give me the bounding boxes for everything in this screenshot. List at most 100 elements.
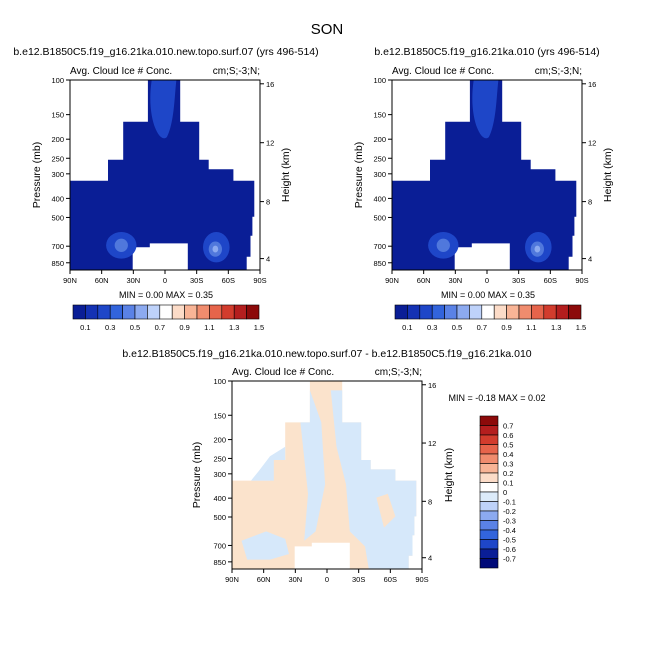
left-string: Avg. Cloud Ice # Conc. xyxy=(232,367,334,378)
x-tick-label: 0 xyxy=(163,276,167,285)
colorbar-swatch xyxy=(109,304,123,320)
negative-region xyxy=(241,531,289,560)
colorbar-swatch xyxy=(407,304,421,320)
panel-top-right: b.e12.B1850C5.f19_g16.21ka.010 (yrs 496-… xyxy=(353,46,614,332)
colorbar-label: 0.6 xyxy=(503,431,513,440)
y-tick-right-label: 16 xyxy=(428,381,436,390)
x-tick-label: 30S xyxy=(512,276,525,285)
colorbar-swatch xyxy=(555,304,569,320)
y-tick-label: 200 xyxy=(373,135,386,144)
y-tick-label: 100 xyxy=(213,377,226,386)
colorbar-label: 1.5 xyxy=(254,323,264,332)
colorbar-label: -0.7 xyxy=(503,555,516,564)
colorbar-swatch xyxy=(431,304,445,320)
x-tick-label: 60N xyxy=(417,276,431,285)
colorbar: 0.1 0.3 0.5 0.7 0.9 1.1 1.3 1.5 xyxy=(72,304,264,332)
colorbar-swatch xyxy=(184,304,198,320)
colorbar-swatch xyxy=(171,304,185,320)
y-tick-right-label: 8 xyxy=(266,198,270,207)
colorbar-swatch xyxy=(469,304,483,320)
y-tick-right-label: 16 xyxy=(266,80,274,89)
colorbar-label: 1.1 xyxy=(204,323,214,332)
y-tick-right-label: 4 xyxy=(266,255,270,264)
colorbar-label: 0.7 xyxy=(477,323,487,332)
colorbar-label: 1.1 xyxy=(526,323,536,332)
left-string: Avg. Cloud Ice # Conc. xyxy=(392,66,494,77)
colorbar-swatch xyxy=(568,304,582,320)
x-tick-label: 30S xyxy=(352,575,365,584)
colorbar-swatch xyxy=(394,304,408,320)
y-tick-right-label: 12 xyxy=(266,139,274,148)
colorbar-swatch xyxy=(209,304,223,320)
colorbar-swatch xyxy=(479,539,499,550)
colorbar-swatch xyxy=(97,304,111,320)
colorbar-label: 0.5 xyxy=(452,323,462,332)
colorbar-swatch xyxy=(419,304,433,320)
panel-bottom: b.e12.B1850C5.f19_g16.21ka.010.new.topo.… xyxy=(122,348,545,584)
y-tick-right-label: 12 xyxy=(428,439,436,448)
colorbar-label: 0.7 xyxy=(155,323,165,332)
negative-region xyxy=(300,390,326,541)
y-tick-label: 400 xyxy=(213,494,226,503)
colorbar-label: 0.1 xyxy=(503,479,513,488)
x-tick-label: 90N xyxy=(63,276,77,285)
y-axis-label-right: Height (km) xyxy=(280,148,292,202)
colorbar-label: 0.3 xyxy=(105,323,115,332)
y-tick-right-label: 8 xyxy=(588,198,592,207)
x-tick-label: 30S xyxy=(190,276,203,285)
colorbar-swatch xyxy=(479,520,499,531)
y-tick-label: 500 xyxy=(373,213,386,222)
colorbar-label: -0.6 xyxy=(503,545,516,554)
plot-area: 90N 60N 30N 0 30S 60S 90S 100 150 200 250 300 400 500… xyxy=(213,377,436,584)
missing-region xyxy=(454,243,510,270)
contour-plume xyxy=(150,80,177,139)
y-tick-label: 200 xyxy=(51,135,64,144)
y-tick-label: 500 xyxy=(51,213,64,222)
page-title: SON xyxy=(311,21,344,38)
colorbar-swatch xyxy=(85,304,99,320)
data-field xyxy=(392,80,577,270)
y-tick-label: 300 xyxy=(213,470,226,479)
negative-region xyxy=(330,390,417,569)
y-tick-label: 150 xyxy=(213,411,226,420)
colorbar-label: -0.5 xyxy=(503,536,516,545)
colorbar-swatch xyxy=(122,304,136,320)
y-tick-label: 100 xyxy=(51,76,64,85)
y-axis-label-right: Height (km) xyxy=(443,448,455,502)
colorbar-label: 0.3 xyxy=(503,460,513,469)
y-tick-right-label: 4 xyxy=(588,255,592,264)
y-tick-right-label: 8 xyxy=(428,497,432,506)
colorbar-label: 0.3 xyxy=(427,323,437,332)
contour-blob-peak xyxy=(534,245,541,253)
colorbar-swatch xyxy=(479,491,499,502)
y-tick-label: 150 xyxy=(373,111,386,120)
colorbar-swatch xyxy=(543,304,557,320)
colorbar-swatch xyxy=(479,529,499,540)
colorbar-swatch xyxy=(479,425,499,436)
x-tick-label: 90S xyxy=(415,575,428,584)
colorbar-swatch xyxy=(479,444,499,455)
colorbar: 0.1 0.3 0.5 0.7 0.9 1.1 1.3 1.5 xyxy=(394,304,586,332)
stats-text: MIN = -0.18 MAX = 0.02 xyxy=(448,393,545,403)
y-tick-label: 850 xyxy=(373,259,386,268)
colorbar-swatch xyxy=(456,304,470,320)
plot-area: 90N 60N 30N 0 30S 60S 90S 100 150 200 250 300 400 500… xyxy=(51,76,274,285)
colorbar: 0.70.60.50.40.30.20.10-0.1-0.2-0.3-0.4-0… xyxy=(479,415,516,569)
y-tick-label: 850 xyxy=(51,259,64,268)
colorbar-label: 0.7 xyxy=(503,422,513,431)
colorbar-swatch xyxy=(518,304,532,320)
x-tick-label: 30N xyxy=(288,575,302,584)
contour-blob-core xyxy=(114,238,128,252)
x-tick-label: 60N xyxy=(257,575,271,584)
x-tick-label: 90N xyxy=(385,276,399,285)
colorbar-swatch xyxy=(493,304,507,320)
colorbar-label: -0.4 xyxy=(503,526,516,535)
y-tick-label: 300 xyxy=(51,170,64,179)
y-tick-label: 150 xyxy=(51,111,64,120)
positive-region xyxy=(376,493,396,528)
colorbar-label: 0.1 xyxy=(80,323,90,332)
panel-title: b.e12.B1850C5.f19_g16.21ka.010.new.topo.… xyxy=(122,348,531,360)
y-tick-label: 850 xyxy=(213,558,226,567)
colorbar-swatch xyxy=(479,472,499,483)
